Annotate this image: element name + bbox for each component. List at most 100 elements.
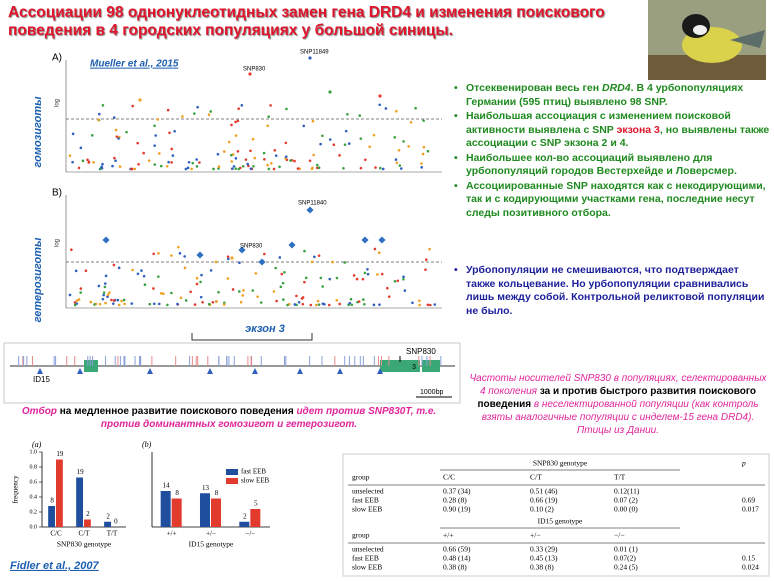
decor-dot [422,119,425,122]
text: экзона 3 [616,123,660,136]
decor-dot [377,251,381,255]
decor-dot [246,162,249,166]
decor-dot [335,276,339,280]
bird-photo [648,0,766,80]
decor-dot [418,303,421,307]
text: . В 4 урбопопуляциях Германии (595 птиц)… [466,82,744,108]
decor-dot [154,134,157,137]
citation: Fidler et al., 2007 [10,560,100,572]
count-label: 8 [50,497,54,505]
table-cell: slow EEB [352,563,382,572]
decor-dot [262,151,266,155]
decor-dot [335,298,339,302]
decor-dot [68,154,72,157]
decor-dot [162,292,165,296]
decor-dot [399,167,403,170]
decor-dot [159,292,163,295]
decor-dot [402,277,405,281]
decor-dot [302,124,306,128]
decor-dot [108,291,111,294]
table-cell: 0.12(11) [614,487,640,496]
decor-dot [317,166,321,170]
variant-marker [147,368,153,374]
decor-dot [104,274,108,278]
gene-id: ID15 [33,375,50,384]
y-tick-label: 1.0 [30,449,38,455]
x-tick-label: C/T [79,530,91,538]
decor-dot [402,275,405,279]
decor-dot [266,163,269,167]
decor-dot [196,105,199,109]
decor-dot [266,124,269,128]
decor-diamond [288,241,296,249]
table-cell: unselected [352,545,384,554]
panel-label: (a) [32,440,42,449]
decor-dot [113,156,116,160]
decor-dot [378,103,382,107]
decor-dot [301,302,305,306]
decor-dot [93,303,96,306]
text: на медленное развитие поискового поведен… [59,406,294,417]
x-tick-label: −/− [245,530,255,538]
decor-dot [414,106,417,110]
decor-dot [110,298,113,302]
panel-label: A) [52,53,62,64]
decor-dot [238,261,241,265]
snp-label: SNP830 [240,244,263,250]
count-label: 2 [106,512,110,520]
decor-dot [209,269,213,272]
decor-dot [284,155,288,159]
decor-diamond [306,206,314,214]
decor-dot [284,141,288,145]
decor-dot [142,151,145,155]
decor-dot [212,167,215,171]
bar [84,519,91,527]
decor-dot [269,104,272,107]
decor-dot [259,301,263,304]
table-header: C/T [530,473,542,482]
decor-dot [114,159,117,163]
legend-label: slow EEB [241,477,270,485]
decor-dot [115,135,119,138]
decor-dot [101,297,105,301]
decor-dot [104,301,107,305]
decor-dot [263,157,266,161]
decor-dot [77,166,81,170]
table-header: +/− [530,531,541,540]
decor-dot [230,160,234,163]
decor-dot [84,269,88,273]
scale-label: 1000bp [420,389,443,396]
decor-dot [426,303,430,307]
decor-dot [309,303,313,307]
legend-swatch [226,469,238,475]
decor-dot [344,129,348,133]
decor-dot [396,279,400,283]
decor-dot [73,303,77,307]
decor-dot [173,129,176,133]
decor-dot [338,154,341,157]
variant-marker [297,368,303,374]
table-cell: unselected [352,487,384,496]
decor-dot [156,118,160,121]
decor-dot [195,158,198,161]
decor-dot [152,287,155,290]
decor-dot [211,300,215,304]
decor-dot [70,248,73,252]
decor-dot [328,138,332,141]
decor-dot [304,276,308,280]
decor-dot [68,293,72,297]
decor-dot [249,149,252,153]
text: в неселектированной популяции (как контр… [481,399,759,436]
decor-dot [239,300,243,304]
decor-dot [244,158,248,161]
table-cell: 0.66 (59) [443,545,471,554]
decor-dot [136,141,139,145]
bar [211,498,222,527]
decor-dot [361,277,365,281]
decor-dot [366,268,369,271]
text: Наибольшая ассоциация с изменением поиск… [466,110,731,136]
decor-dot [158,152,161,155]
decor-dot [251,137,255,141]
decor-dot [184,299,188,302]
decor-dot [314,303,318,307]
